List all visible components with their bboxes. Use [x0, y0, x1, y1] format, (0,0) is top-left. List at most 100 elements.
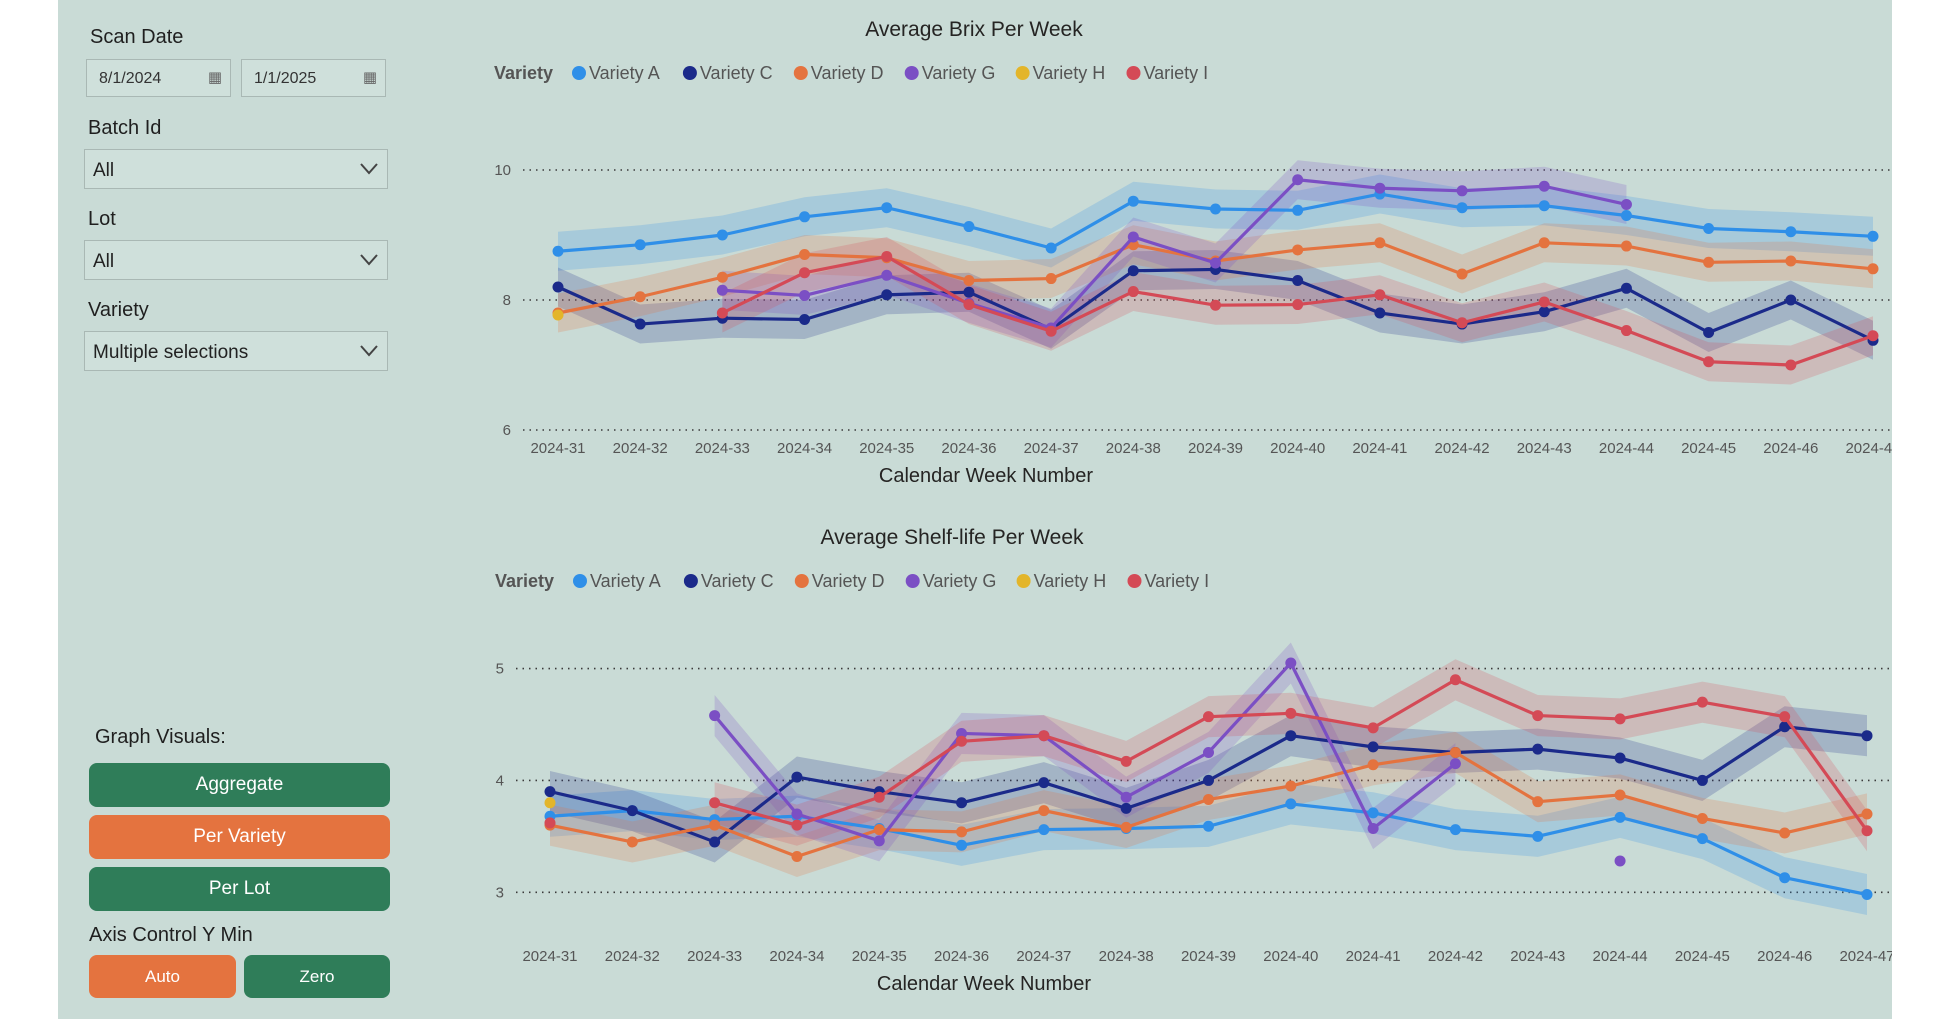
data-point-variety-d[interactable] — [1779, 827, 1791, 839]
legend-item-variety-a[interactable]: Variety A — [589, 63, 660, 83]
data-point-variety-c[interactable] — [626, 805, 638, 817]
data-point-variety-d[interactable] — [634, 291, 646, 303]
data-point-variety-a[interactable] — [1532, 830, 1544, 842]
data-point-variety-i[interactable] — [1203, 711, 1214, 723]
data-point-variety-i[interactable] — [881, 250, 893, 262]
legend-item-variety-g[interactable]: Variety G — [922, 63, 996, 83]
data-point-variety-c[interactable] — [791, 771, 803, 783]
data-point-variety-i[interactable] — [956, 735, 968, 747]
data-point-variety-i[interactable] — [873, 791, 885, 803]
data-point-variety-c[interactable] — [552, 281, 564, 293]
legend-item-variety-h[interactable]: Variety H — [1034, 571, 1107, 591]
data-point-variety-c[interactable] — [1703, 327, 1715, 338]
data-point-variety-c[interactable] — [1538, 306, 1550, 318]
legend-item-variety-i[interactable]: Variety I — [1145, 571, 1210, 591]
data-point-variety-g[interactable] — [1374, 182, 1386, 194]
data-point-variety-i[interactable] — [1120, 755, 1132, 767]
data-point-variety-a[interactable] — [1292, 204, 1304, 216]
data-point-variety-a[interactable] — [1285, 798, 1297, 810]
data-point-variety-g[interactable] — [1210, 257, 1221, 269]
data-point-variety-c[interactable] — [1696, 774, 1708, 786]
data-point-variety-a[interactable] — [1867, 230, 1879, 242]
data-point-variety-d[interactable] — [1285, 780, 1297, 792]
data-point-variety-i[interactable] — [1127, 286, 1139, 298]
data-point-variety-i[interactable] — [1785, 359, 1797, 371]
data-point-variety-i[interactable] — [1620, 325, 1632, 337]
data-point-variety-c[interactable] — [1127, 265, 1139, 277]
data-point-variety-d[interactable] — [1861, 808, 1873, 820]
data-point-variety-c[interactable] — [1292, 275, 1304, 286]
data-point-variety-i[interactable] — [1038, 730, 1050, 742]
data-point-variety-d[interactable] — [1038, 805, 1050, 817]
data-point-variety-g[interactable] — [956, 727, 968, 739]
data-point-variety-i[interactable] — [1696, 696, 1708, 708]
data-point-variety-c[interactable] — [881, 289, 893, 301]
scan-date-start-input[interactable]: 8/1/2024 ▦ — [86, 59, 231, 97]
data-point-variety-g[interactable] — [1367, 823, 1379, 835]
scan-date-end-input[interactable]: 1/1/2025 ▦ — [241, 59, 386, 97]
data-point-variety-c[interactable] — [1532, 743, 1544, 755]
data-point-variety-c[interactable] — [1785, 294, 1797, 306]
legend-item-variety-g[interactable]: Variety G — [923, 571, 997, 591]
data-point-variety-i[interactable] — [1367, 722, 1379, 734]
data-point-variety-d[interactable] — [791, 850, 803, 862]
data-point-variety-c[interactable] — [1620, 282, 1632, 294]
data-point-variety-d[interactable] — [1203, 793, 1214, 805]
legend-item-variety-a[interactable]: Variety A — [590, 571, 661, 591]
data-point-variety-g[interactable] — [1120, 791, 1132, 803]
data-point-variety-i[interactable] — [963, 299, 975, 311]
data-point-variety-d[interactable] — [1045, 273, 1057, 285]
data-point-variety-a[interactable] — [1614, 811, 1626, 823]
data-point-variety-c[interactable] — [1285, 730, 1297, 742]
data-point-variety-i[interactable] — [1285, 707, 1297, 719]
data-point-variety-c[interactable] — [963, 286, 975, 298]
data-point-variety-d[interactable] — [1614, 789, 1626, 801]
variety-dropdown[interactable]: Multiple selections — [84, 331, 388, 371]
data-point-variety-i[interactable] — [1449, 674, 1461, 686]
data-point-variety-c[interactable] — [634, 318, 646, 330]
data-point-variety-i[interactable] — [1374, 289, 1386, 301]
axis-zero-button[interactable]: Zero — [244, 955, 390, 998]
data-point-variety-c[interactable] — [1120, 802, 1132, 814]
data-point-variety-a[interactable] — [1779, 872, 1791, 884]
data-point-variety-d[interactable] — [1867, 263, 1879, 275]
data-point-variety-g[interactable] — [1620, 198, 1632, 210]
data-point-variety-d[interactable] — [1120, 821, 1132, 833]
data-point-variety-g[interactable] — [1449, 758, 1461, 770]
data-point-variety-i[interactable] — [709, 797, 721, 809]
calendar-icon[interactable]: ▦ — [362, 69, 377, 86]
data-point-variety-a[interactable] — [881, 202, 893, 214]
data-point-variety-g[interactable] — [799, 289, 811, 301]
data-point-variety-g[interactable] — [1127, 231, 1139, 243]
data-point-variety-a[interactable] — [1456, 202, 1468, 214]
data-point-variety-a[interactable] — [1127, 195, 1139, 207]
aggregate-button[interactable]: Aggregate — [89, 763, 390, 807]
data-point-variety-a[interactable] — [1785, 226, 1797, 238]
data-point-variety-i[interactable] — [1456, 317, 1468, 329]
data-point-variety-i[interactable] — [1614, 713, 1626, 725]
data-point-variety-i[interactable] — [1045, 325, 1057, 337]
data-point-variety-d[interactable] — [709, 819, 721, 831]
data-point-variety-d[interactable] — [1703, 256, 1715, 268]
legend-item-variety-d[interactable]: Variety D — [811, 63, 884, 83]
per-lot-button[interactable]: Per Lot — [89, 867, 390, 911]
legend-item-variety-d[interactable]: Variety D — [812, 571, 885, 591]
data-point-variety-i[interactable] — [1779, 711, 1791, 723]
calendar-icon[interactable]: ▦ — [207, 69, 222, 86]
data-point-variety-a[interactable] — [716, 229, 728, 241]
legend-item-variety-c[interactable]: Variety C — [700, 63, 773, 83]
data-point-variety-a[interactable] — [1703, 223, 1715, 234]
data-point-variety-d[interactable] — [626, 836, 638, 848]
data-point-variety-g[interactable] — [1292, 174, 1304, 186]
data-point-variety-a[interactable] — [1620, 210, 1632, 221]
data-point-variety-d[interactable] — [873, 824, 885, 836]
data-point-variety-g[interactable] — [709, 710, 721, 722]
data-point-variety-g[interactable] — [716, 284, 728, 296]
data-point-variety-c[interactable] — [709, 836, 721, 848]
data-point-variety-d[interactable] — [1367, 759, 1379, 771]
data-point-variety-i[interactable] — [1861, 825, 1873, 837]
data-point-variety-g[interactable] — [1456, 185, 1468, 197]
data-point-variety-a[interactable] — [634, 239, 646, 251]
data-point-variety-a[interactable] — [956, 839, 968, 851]
data-point-variety-a[interactable] — [1538, 200, 1550, 212]
